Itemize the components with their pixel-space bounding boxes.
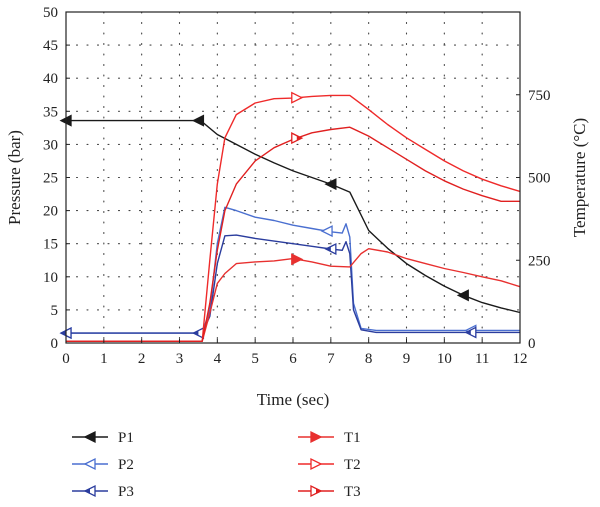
x-tick-label: 0 xyxy=(62,351,70,367)
series-marker-p1 xyxy=(456,289,469,302)
series-marker-p3 xyxy=(324,242,337,256)
y-left-tick-label: 20 xyxy=(43,204,58,220)
series-marker-p1 xyxy=(324,178,337,191)
y-right-tick-label: 0 xyxy=(528,336,536,352)
series-marker-p3 xyxy=(191,327,205,340)
y-left-tick-label: 15 xyxy=(43,237,58,253)
legend-item-t1: T1 xyxy=(298,430,361,446)
y-left-tick-label: 50 xyxy=(43,5,58,21)
legend-label: T3 xyxy=(344,484,361,500)
x-tick-label: 8 xyxy=(365,351,373,367)
series-marker-p2 xyxy=(320,225,333,238)
y-right-tick-label: 500 xyxy=(528,171,551,187)
y-left-tick-label: 25 xyxy=(43,171,58,187)
legend-item-t2: T2 xyxy=(298,457,361,473)
legend-item-p1: P1 xyxy=(72,430,134,446)
series-marker-p1 xyxy=(191,114,205,127)
legend-label: P1 xyxy=(118,430,134,446)
legend-swatch-marker xyxy=(310,457,323,471)
series-line-t2 xyxy=(66,94,521,342)
x-tick-label: 6 xyxy=(289,351,297,367)
y-left-tick-label: 45 xyxy=(43,38,58,54)
x-tick-label: 9 xyxy=(403,351,411,367)
x-tick-label: 2 xyxy=(138,351,146,367)
series-marker-t3 xyxy=(291,132,304,145)
y-left-tick-label: 10 xyxy=(43,270,58,286)
legend-label: T1 xyxy=(344,430,361,446)
y-right-tick-label: 250 xyxy=(528,253,551,269)
plot-frame xyxy=(65,11,521,344)
y-right-tick-label: 750 xyxy=(528,88,551,104)
series-line-p3 xyxy=(66,234,520,334)
legend-swatch-marker xyxy=(310,430,323,444)
y-left-tick-label: 40 xyxy=(43,71,58,87)
x-tick-label: 4 xyxy=(214,351,222,367)
legend-swatch-marker xyxy=(83,430,96,444)
legend-item-p3: P3 xyxy=(72,484,134,500)
x-axis-title: Time (sec) xyxy=(257,390,330,409)
legend-label: P3 xyxy=(118,484,134,500)
x-tick-label: 3 xyxy=(176,351,184,367)
x-tick-label: 10 xyxy=(437,351,452,367)
y-axis-right-title: Temperature (°C) xyxy=(570,118,589,237)
legend: P1 P2 P3 T1 T2 T3 xyxy=(72,430,361,500)
x-tick-label: 12 xyxy=(513,351,528,367)
y-axis-left-title: Pressure (bar) xyxy=(5,130,24,225)
x-tick-label: 7 xyxy=(327,351,335,367)
y-left-tick-label: 0 xyxy=(51,336,59,352)
x-tick-label: 11 xyxy=(475,351,489,367)
legend-item-t3: T3 xyxy=(298,484,361,500)
legend-swatch-marker xyxy=(83,457,96,471)
legend-swatch-marker xyxy=(83,484,96,498)
legend-label: P2 xyxy=(118,457,134,473)
series-marker-t2 xyxy=(291,91,304,104)
legend-label: T2 xyxy=(344,457,361,473)
series-line-t1 xyxy=(66,248,521,342)
series-marker-t1 xyxy=(291,253,304,266)
y-left-tick-label: 5 xyxy=(51,303,59,319)
ticks: 0 1 2 3 4 5 6 7 8 9 10 11 12051015202530354045500250… xyxy=(43,5,551,367)
legend-swatch-marker xyxy=(310,484,323,498)
x-tick-label: 5 xyxy=(251,351,259,367)
grid xyxy=(65,11,521,344)
y-left-tick-label: 35 xyxy=(43,104,58,120)
y-left-tick-label: 30 xyxy=(43,137,58,153)
series-line-t3 xyxy=(66,126,520,342)
x-tick-label: 1 xyxy=(100,351,108,367)
series-marker-p3 xyxy=(464,326,477,339)
legend-item-p2: P2 xyxy=(72,457,134,473)
series-layer xyxy=(59,91,521,342)
